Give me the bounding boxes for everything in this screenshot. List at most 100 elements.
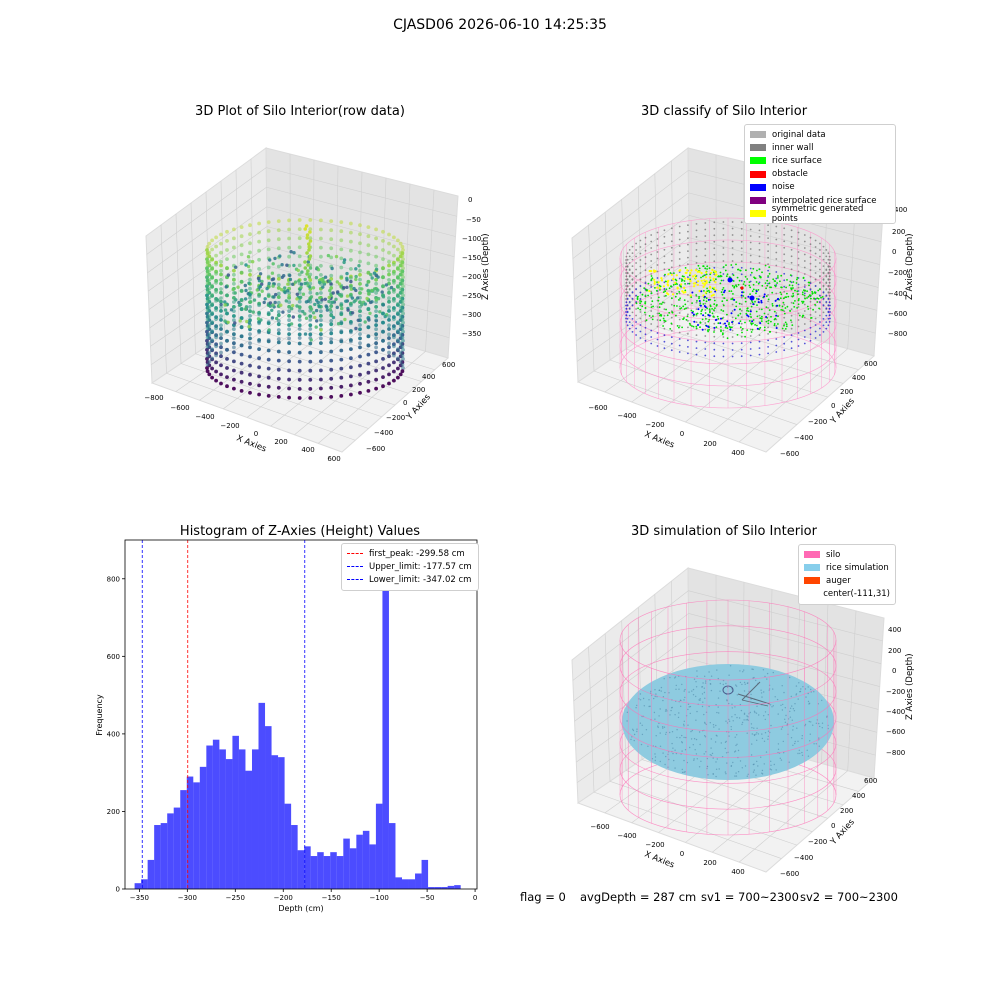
data-point (714, 307, 716, 309)
data-point (239, 288, 244, 293)
rice-point (781, 726, 784, 728)
data-point (702, 303, 705, 305)
data-point (794, 300, 796, 302)
data-point (304, 316, 309, 320)
data-point (654, 270, 657, 273)
rice-point (751, 727, 753, 729)
data-point (205, 266, 209, 271)
data-point (392, 235, 396, 240)
data-point (280, 288, 284, 292)
data-point (210, 311, 215, 315)
data-point (325, 308, 330, 312)
rice-point (770, 724, 772, 727)
data-point (210, 302, 215, 306)
data-point (810, 297, 812, 300)
histogram-bar (330, 852, 337, 889)
data-point (219, 232, 223, 237)
data-point (749, 286, 752, 289)
data-point (225, 229, 229, 234)
data-point (245, 319, 249, 324)
data-point (726, 299, 728, 302)
data-point (387, 327, 391, 331)
data-point (330, 300, 335, 304)
raw-ztick: −200 (462, 273, 481, 281)
data-point (659, 319, 662, 322)
data-point (631, 324, 634, 327)
data-point (205, 357, 209, 361)
data-point (354, 274, 358, 279)
rice-point (710, 738, 712, 740)
histogram-bar (395, 877, 402, 889)
data-point (266, 320, 271, 324)
data-point (396, 329, 400, 334)
rice-point (683, 725, 685, 727)
data-point (257, 312, 261, 317)
data-point (703, 279, 706, 282)
data-point (790, 242, 793, 245)
data-point (687, 339, 689, 342)
data-point (232, 245, 236, 250)
data-point (625, 314, 628, 316)
data-point (797, 303, 800, 306)
rice-point (632, 729, 635, 732)
data-point (297, 341, 302, 346)
data-point (650, 286, 653, 288)
rice-point (715, 761, 717, 763)
raw-xtick: −600 (170, 404, 189, 412)
data-point (722, 287, 725, 289)
data-point (305, 236, 310, 240)
raw-ztick: −300 (462, 311, 481, 319)
data-point (728, 322, 730, 324)
data-point (687, 224, 689, 227)
data-point (239, 379, 244, 384)
data-point (775, 284, 778, 286)
data-point (710, 294, 713, 297)
data-point (326, 253, 331, 258)
data-point (625, 268, 628, 271)
rice-point (668, 758, 670, 761)
data-point (339, 366, 344, 371)
data-point (766, 284, 769, 287)
data-point (802, 314, 805, 317)
rice-point (654, 753, 656, 755)
data-point (324, 304, 328, 308)
rice-point (654, 689, 656, 691)
data-point (801, 300, 803, 303)
flag-text: flag = 0 (520, 890, 566, 904)
data-point (374, 314, 378, 318)
rice-point (636, 728, 638, 730)
data-point (289, 250, 293, 254)
data-point (651, 318, 654, 321)
histogram-bar (362, 830, 370, 889)
data-point (374, 377, 378, 382)
data-point (672, 278, 675, 281)
data-point (271, 262, 275, 266)
data-point (685, 307, 687, 310)
data-point (398, 287, 403, 291)
data-point (720, 279, 723, 282)
data-point (366, 334, 371, 338)
data-point (234, 265, 238, 269)
data-point (205, 353, 210, 358)
data-point (687, 230, 689, 233)
data-point (749, 241, 752, 244)
data-point (825, 275, 828, 277)
data-point (704, 306, 707, 309)
raw-ytick: 600 (442, 361, 455, 369)
data-point (625, 259, 627, 261)
grid-line (573, 613, 689, 702)
rice-point (662, 699, 664, 702)
data-point (731, 260, 734, 262)
data-point (773, 310, 776, 313)
data-point (639, 308, 642, 311)
data-point (644, 311, 646, 314)
data-point (243, 307, 248, 311)
data-point (297, 368, 302, 373)
rice-point (735, 775, 738, 777)
data-point (713, 221, 716, 224)
data-point (239, 234, 244, 239)
data-point (705, 324, 708, 327)
data-point (822, 252, 825, 255)
data-point (219, 332, 223, 337)
data-point (744, 300, 747, 303)
